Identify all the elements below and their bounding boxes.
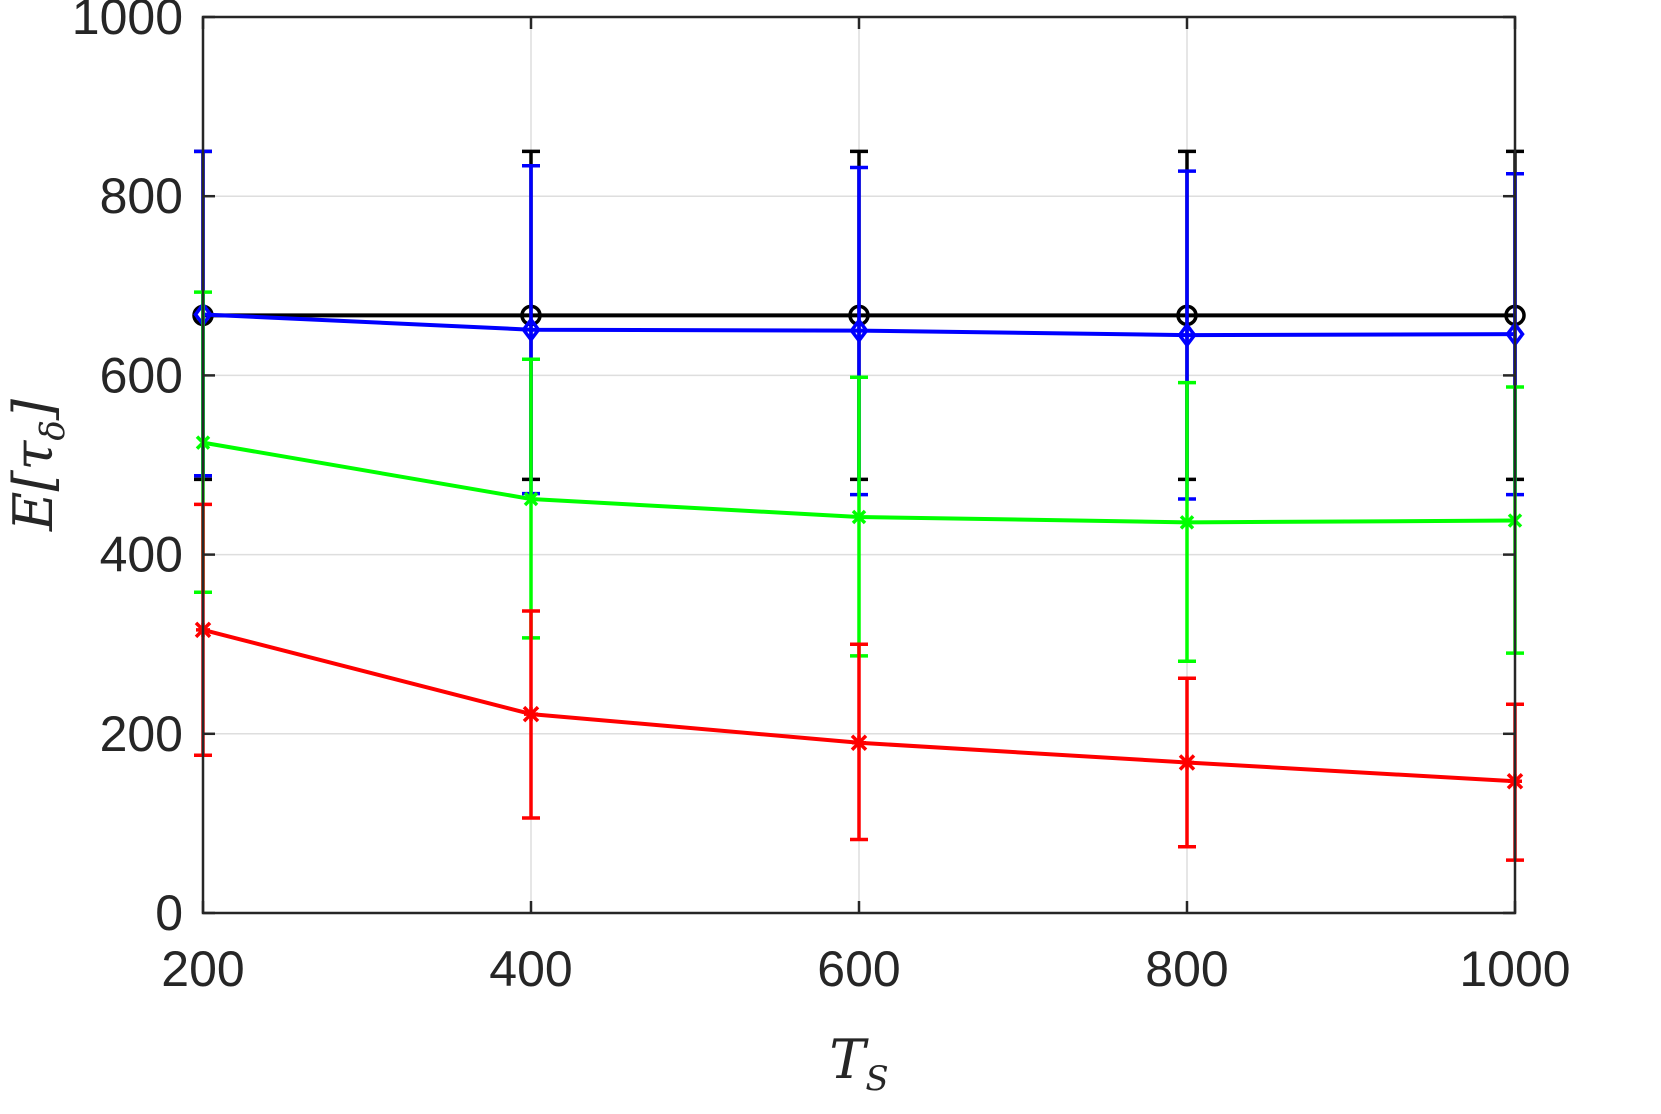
y-axis-label-close: ] [2,398,65,421]
x-tick-label-2: 600 [817,941,900,997]
y-tick-label-4: 800 [100,168,183,224]
data-point-2-1 [523,491,539,507]
data-point-3-3 [1178,754,1196,771]
data-point-1-3 [1177,322,1197,348]
data-point-3-2 [850,734,868,751]
y-tick-label-2: 400 [100,527,183,583]
y-tick-label-0: 0 [155,885,183,941]
x-tick-label-1: 400 [489,941,572,997]
y-tick-label-5: 1000 [72,0,183,45]
x-axis-label-subscript: S [865,1059,888,1099]
data-point-2-3 [1179,515,1195,530]
data-point-2-2 [851,509,867,525]
y-axis-label-subscript: δ [33,420,73,440]
y-tick-label-1: 200 [100,706,183,762]
data-point-1-2 [849,317,869,344]
x-tick-label-4: 1000 [1459,941,1570,997]
data-point-1-1 [521,316,541,343]
series-line-1 [202,312,1516,338]
x-axis-label: TS [829,1028,888,1099]
y-tick-label-3: 600 [100,347,183,403]
x-axis-label-main: T [829,1028,869,1091]
data-point-3-1 [522,705,540,723]
x-tick-label-3: 800 [1145,941,1228,997]
plot-area [192,149,1526,862]
y-axis-label-main: E[τ [2,439,65,531]
y-axis-label: E[τδ] [2,398,73,532]
x-tick-label-0: 200 [161,941,244,997]
